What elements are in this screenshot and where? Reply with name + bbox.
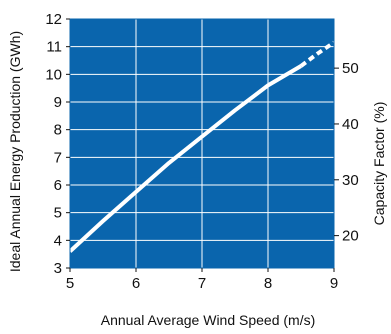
y2-tick-label: 50 [342, 60, 359, 77]
x-axis-ticks: 5 6 7 8 9 [66, 268, 338, 292]
y2-tick-label: 20 [342, 228, 359, 245]
y-tick-label: 5 [54, 205, 62, 222]
x-tick-label: 6 [132, 275, 140, 292]
series-line-solid [68, 64, 303, 253]
y-tick-label: 11 [46, 39, 62, 56]
y-tick-label: 8 [54, 122, 62, 139]
y-tick-label: 10 [45, 66, 62, 83]
y2-axis-title: Capacity Factor (%) [371, 102, 387, 226]
x-tick-label: 9 [330, 275, 338, 292]
series-lines [68, 40, 336, 253]
x-tick-label: 5 [66, 275, 74, 292]
y2-tick-label: 30 [342, 172, 359, 189]
y-tick-label: 7 [54, 149, 62, 166]
y-tick-label: 12 [45, 11, 62, 28]
y-tick-label: 6 [54, 177, 62, 194]
y2-axis-ticks: 20 30 40 50 [334, 60, 359, 245]
y-tick-label: 4 [54, 232, 62, 249]
x-tick-label: 8 [264, 275, 272, 292]
y2-tick-label: 40 [342, 116, 359, 133]
y-axis-ticks: 3 4 5 6 7 8 9 10 11 12 [45, 11, 70, 277]
y-tick-label: 9 [54, 94, 62, 111]
y-axis-title: Ideal Annual Energy Production (GWh) [7, 31, 23, 272]
x-tick-label: 7 [198, 275, 206, 292]
series-line-dashed [299, 40, 336, 68]
y-tick-label: 3 [54, 260, 62, 277]
x-axis-title: Annual Average Wind Speed (m/s) [101, 312, 316, 328]
